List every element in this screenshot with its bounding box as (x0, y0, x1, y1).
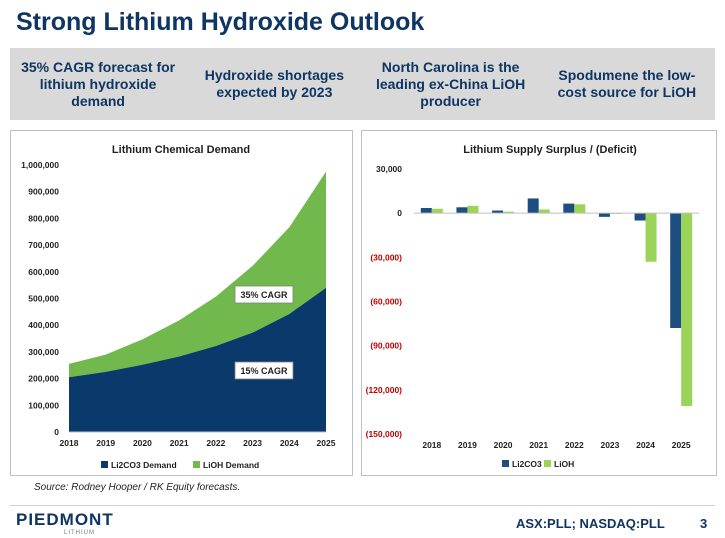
bar-li2co3-2019 (456, 207, 468, 214)
ticker-symbols: ASX:PLL; NASDAQ:PLL (516, 516, 665, 531)
y-tick-label: 0 (54, 427, 59, 437)
y-tick-label: 200,000 (28, 374, 59, 384)
y-tick-label: 1,000,000 (21, 160, 59, 170)
bar-li2co3-2025 (670, 213, 682, 328)
bar-li2co3-2022 (563, 203, 575, 214)
y-tick-label: 700,000 (28, 240, 59, 250)
highlight-spodumene: Spodumene the low-cost source for LiOH (557, 67, 697, 100)
y-tick-label: (30,000) (370, 252, 402, 262)
demand-chart: Lithium Chemical Demand 0 100,000 200,000 30… (21, 144, 336, 470)
x-tick-label: 2023 (243, 438, 262, 448)
bar-lioh-2018 (431, 208, 443, 214)
x-tick-label: 2025 (317, 438, 336, 448)
y-tick-label: (90,000) (370, 341, 402, 351)
x-tick-label: 2021 (170, 438, 189, 448)
bar-li2co3-2024 (634, 213, 646, 221)
y-tick-label: 0 (397, 208, 402, 218)
chart-title: Lithium Chemical Demand (112, 144, 250, 156)
logo-subtitle: LITHIUM (64, 530, 95, 536)
x-tick-label: 2021 (529, 440, 548, 450)
x-tick-label: 2020 (133, 438, 152, 448)
y-tick-label: 400,000 (28, 320, 59, 330)
footer-divider (10, 505, 715, 506)
bar-lioh-2019 (467, 205, 479, 214)
bar-lioh-2021 (538, 209, 550, 214)
logo-wordmark: PIEDMONT (16, 510, 114, 529)
annotation-lioh-cagr: 35% CAGR (240, 290, 288, 300)
y-tick-label: (60,000) (370, 297, 402, 307)
legend-swatch (193, 461, 200, 468)
surplus-deficit-chart: Lithium Supply Surplus / (Deficit) 30,000… (366, 144, 699, 469)
bar-li2co3-2018 (420, 208, 432, 214)
legend-swatch (101, 461, 108, 468)
highlight-shortages: Hydroxide shortages expected by 2023 (204, 67, 344, 100)
surplus-chart-panel: Lithium Supply Surplus / (Deficit) 30,000… (361, 130, 717, 476)
y-tick-label: (150,000) (366, 429, 403, 439)
annotation-lioh-cagr-box (234, 285, 294, 304)
legend-swatch (502, 460, 509, 467)
y-tick-label: 600,000 (28, 267, 59, 277)
x-tick-label: 2019 (458, 440, 477, 450)
highlight-lioh-cagr: 35% CAGR forecast for lithium hydroxide … (21, 58, 176, 109)
x-tick-label: 2024 (280, 438, 299, 448)
y-tick-label: 900,000 (28, 187, 59, 197)
legend-label: LiOH Demand (203, 460, 259, 470)
x-tick-label: 2018 (422, 440, 441, 450)
legend-label: Li2CO3 Demand (111, 460, 177, 470)
legend-swatch (544, 460, 551, 467)
bar-lioh-2024 (645, 213, 657, 262)
bar-li2co3-2023 (598, 213, 610, 217)
source-note: Source: Rodney Hooper / RK Equity foreca… (34, 482, 241, 493)
annotation-li2co3-cagr-box (234, 361, 294, 380)
annotation-li2co3-cagr: 15% CAGR (240, 366, 288, 376)
bar-li2co3-2020 (492, 210, 504, 214)
y-tick-label: 30,000 (376, 164, 402, 174)
series-area-li2co3-demand (69, 287, 326, 432)
piedmont-logo: PIEDMONT LITHIUM (16, 510, 126, 536)
highlights-banner: 35% CAGR forecast for lithium hydroxide … (10, 48, 715, 120)
bar-li2co3-2021 (527, 198, 539, 214)
y-tick-label: (120,000) (366, 385, 403, 395)
x-tick-label: 2023 (600, 440, 619, 450)
y-tick-label: 500,000 (28, 294, 59, 304)
legend-label: LiOH (554, 459, 574, 469)
highlight-north-carolina: North Carolina is the leading ex-China L… (375, 58, 526, 109)
x-tick-label: 2025 (672, 440, 691, 450)
series-area-lioh-demand (69, 171, 326, 378)
demand-chart-panel: Lithium Chemical Demand 0 100,000 200,000 30… (10, 130, 353, 476)
x-tick-label: 2022 (565, 440, 584, 450)
x-tick-label: 2019 (96, 438, 115, 448)
x-tick-label: 2022 (206, 438, 225, 448)
bar-lioh-2025 (681, 213, 693, 407)
y-tick-label: 800,000 (28, 213, 59, 223)
x-tick-label: 2018 (60, 438, 79, 448)
bar-lioh-2020 (503, 211, 515, 214)
y-tick-label: 100,000 (28, 400, 59, 410)
page-title: Strong Lithium Hydroxide Outlook (16, 8, 425, 36)
x-tick-label: 2024 (636, 440, 655, 450)
x-tick-label: 2020 (494, 440, 513, 450)
y-tick-label: 300,000 (28, 347, 59, 357)
chart-title: Lithium Supply Surplus / (Deficit) (463, 144, 637, 156)
bar-lioh-2022 (574, 204, 586, 214)
legend-label: Li2CO3 (512, 459, 542, 469)
page-number: 3 (700, 516, 708, 531)
